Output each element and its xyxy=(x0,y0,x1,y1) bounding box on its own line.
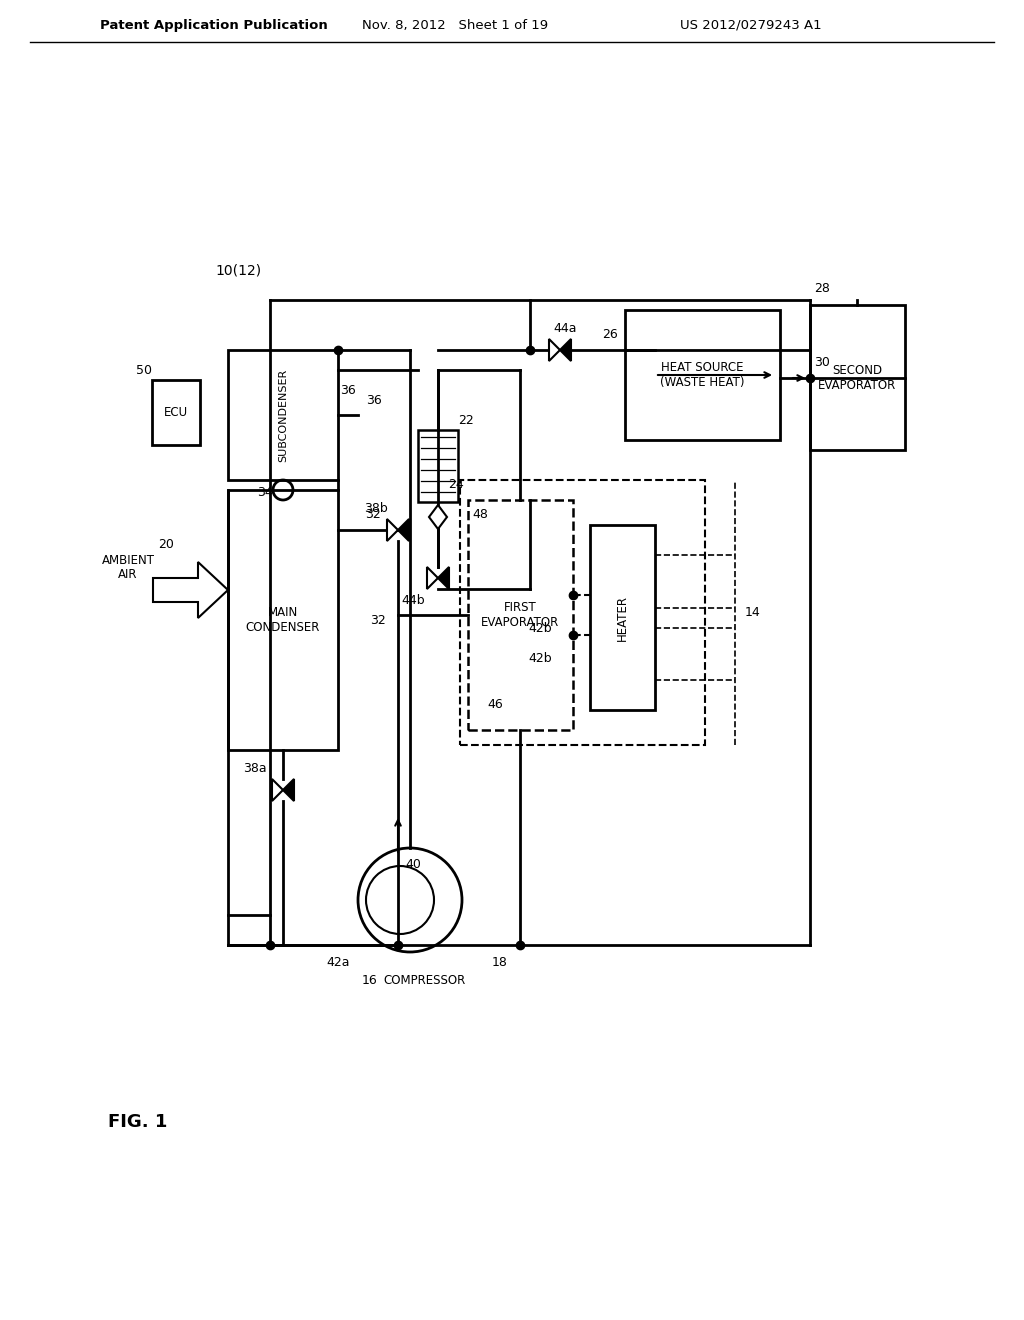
Polygon shape xyxy=(387,519,398,541)
Text: 18: 18 xyxy=(493,957,508,969)
Polygon shape xyxy=(398,519,409,541)
Text: 30: 30 xyxy=(814,356,829,370)
Polygon shape xyxy=(560,339,571,360)
Text: AMBIENT: AMBIENT xyxy=(101,553,155,566)
Bar xyxy=(418,430,458,502)
Text: 44a: 44a xyxy=(553,322,577,334)
Text: 50: 50 xyxy=(136,363,152,376)
Bar xyxy=(460,480,705,744)
Text: 16: 16 xyxy=(362,974,378,986)
Polygon shape xyxy=(427,568,438,589)
Text: 20: 20 xyxy=(158,539,174,552)
Text: AIR: AIR xyxy=(118,569,138,582)
Text: Nov. 8, 2012   Sheet 1 of 19: Nov. 8, 2012 Sheet 1 of 19 xyxy=(362,18,548,32)
Text: 24: 24 xyxy=(449,479,464,491)
Bar xyxy=(625,310,780,440)
Text: 40: 40 xyxy=(406,858,421,871)
Text: 28: 28 xyxy=(814,281,829,294)
Text: 48: 48 xyxy=(472,508,488,521)
Text: 34: 34 xyxy=(257,486,272,499)
Text: 38b: 38b xyxy=(365,502,388,515)
Bar xyxy=(468,500,573,730)
Text: SUBCONDENSER: SUBCONDENSER xyxy=(278,368,288,462)
Text: MAIN
CONDENSER: MAIN CONDENSER xyxy=(246,606,321,634)
Text: 36: 36 xyxy=(366,393,382,407)
Text: 32: 32 xyxy=(366,508,381,521)
Text: 32: 32 xyxy=(370,614,386,627)
Text: COMPRESSOR: COMPRESSOR xyxy=(384,974,466,986)
Polygon shape xyxy=(429,506,447,529)
Text: 14: 14 xyxy=(745,606,761,619)
Text: FIRST
EVAPORATOR: FIRST EVAPORATOR xyxy=(481,601,559,630)
Polygon shape xyxy=(153,562,228,618)
Text: SECOND
EVAPORATOR: SECOND EVAPORATOR xyxy=(818,364,896,392)
Text: US 2012/0279243 A1: US 2012/0279243 A1 xyxy=(680,18,821,32)
Text: HEATER: HEATER xyxy=(615,595,629,642)
Text: 44b: 44b xyxy=(401,594,425,606)
Polygon shape xyxy=(283,779,294,801)
Text: 26: 26 xyxy=(602,329,617,342)
Text: 22: 22 xyxy=(458,413,474,426)
Polygon shape xyxy=(272,779,283,801)
Polygon shape xyxy=(438,568,449,589)
Text: 42b: 42b xyxy=(528,622,552,635)
Text: 42a: 42a xyxy=(327,957,350,969)
Text: 10(12): 10(12) xyxy=(215,263,261,277)
Text: ECU: ECU xyxy=(164,407,188,420)
Bar xyxy=(810,305,905,450)
Text: 46: 46 xyxy=(487,698,503,711)
Text: HEAT SOURCE
(WASTE HEAT): HEAT SOURCE (WASTE HEAT) xyxy=(659,360,744,389)
Bar xyxy=(228,490,338,750)
Bar xyxy=(152,380,200,445)
Text: 42b: 42b xyxy=(528,652,552,664)
Bar xyxy=(590,525,655,710)
Text: FIG. 1: FIG. 1 xyxy=(108,1113,167,1131)
Text: 36: 36 xyxy=(340,384,355,396)
Bar xyxy=(228,350,338,480)
Text: Patent Application Publication: Patent Application Publication xyxy=(100,18,328,32)
Text: 38a: 38a xyxy=(243,762,267,775)
Polygon shape xyxy=(549,339,560,360)
